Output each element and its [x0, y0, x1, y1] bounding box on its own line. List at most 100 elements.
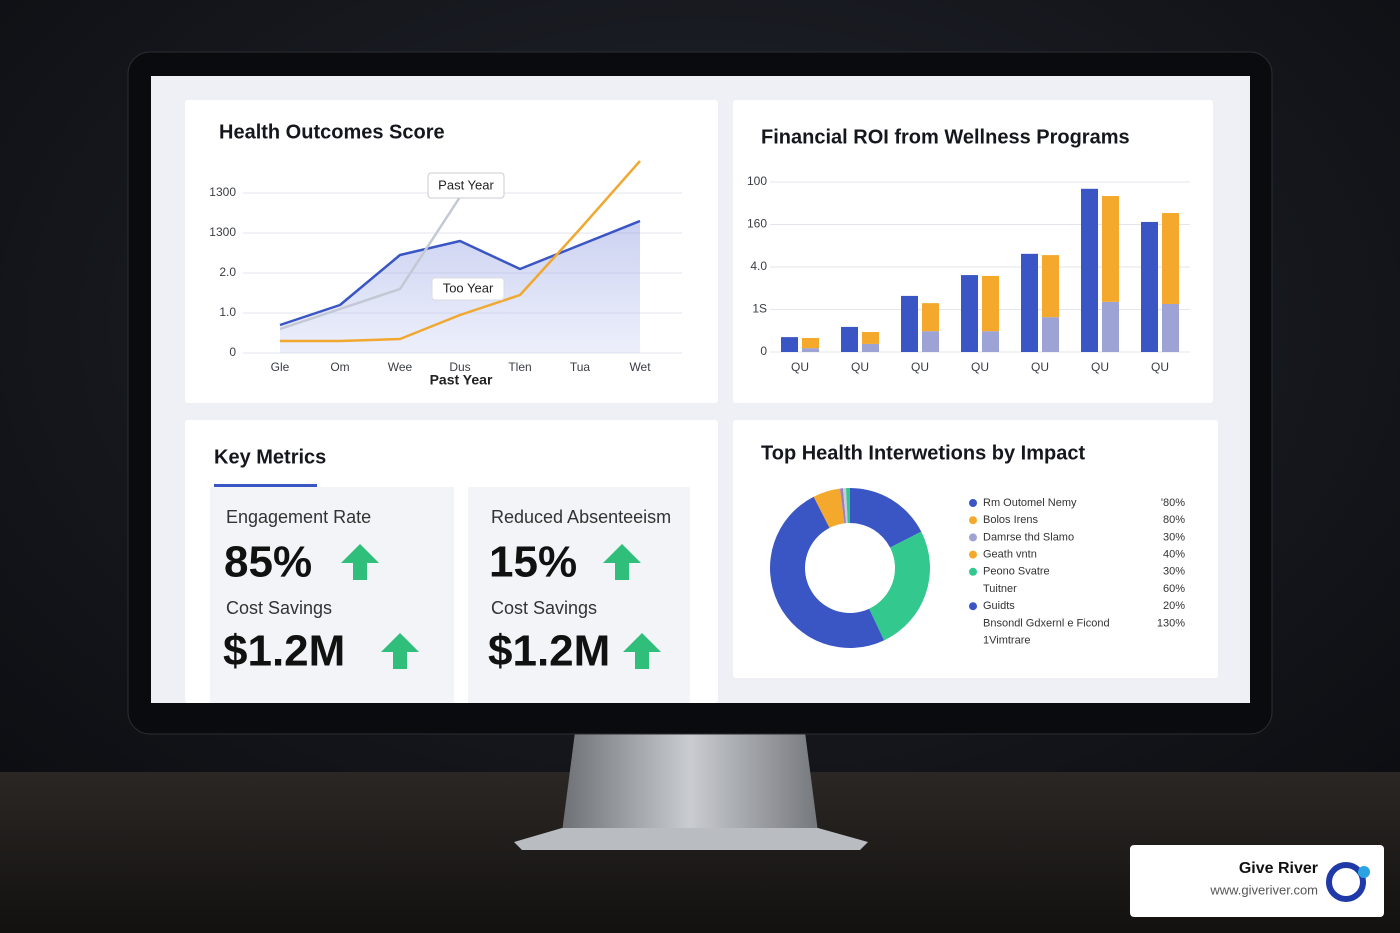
donut-slice — [769, 496, 885, 649]
line — [279, 196, 462, 331]
trend-arrow — [623, 633, 661, 669]
x-tick-label: Dus — [449, 360, 470, 374]
bar-segment — [1162, 303, 1179, 352]
bar — [781, 337, 798, 352]
legend-swatch — [969, 533, 977, 542]
metric-label: Cost Savings — [491, 598, 597, 618]
chart-title: Health Outcomes Score — [219, 121, 445, 143]
bar — [1141, 221, 1158, 352]
x-tick-label: Wet — [629, 360, 651, 374]
bar — [1021, 253, 1038, 352]
legend-value: 30% — [1163, 531, 1185, 543]
x-axis-label: Past Year — [430, 372, 493, 388]
monitor-base — [514, 828, 868, 850]
x-tick-label: Tlen — [508, 360, 531, 374]
trend-arrow — [381, 633, 419, 669]
line — [280, 160, 641, 343]
metric-value: 15% — [489, 538, 577, 587]
y-tick-label: 4.0 — [750, 259, 767, 273]
legend-label: Tuitner — [983, 583, 1017, 595]
y-tick-label: 0 — [229, 345, 236, 359]
legend-label: Guidts — [983, 600, 1015, 612]
donut-slice — [869, 531, 930, 641]
legend-label: Rm Outomel Nemy — [983, 497, 1077, 509]
y-tick-label: 1300 — [209, 185, 236, 199]
x-tick-label: QU — [1031, 360, 1049, 374]
x-tick-label: Wee — [388, 360, 413, 374]
bar — [841, 326, 858, 352]
legend-label: 1Vimtrare — [983, 635, 1030, 647]
bar-segment — [862, 332, 879, 344]
x-tick-label: QU — [851, 360, 869, 374]
x-tick-label: QU — [1091, 360, 1109, 374]
metric-label: Engagement Rate — [226, 507, 371, 527]
metric-value: 85% — [224, 538, 312, 587]
x-tick-label: Gle — [271, 360, 290, 374]
brand-logo — [1326, 862, 1366, 902]
donut-slice — [839, 488, 847, 524]
legend-value: 130% — [1157, 617, 1185, 629]
legend-value: 40% — [1163, 549, 1185, 561]
bar-segment — [1162, 213, 1179, 304]
bar-segment — [1042, 317, 1059, 352]
y-tick-label: 100 — [747, 174, 767, 188]
legend-label: Peono Svatre — [983, 566, 1050, 578]
metric-label: Reduced Absenteeism — [491, 507, 671, 527]
brand-logo — [1358, 866, 1370, 878]
title-underline — [214, 484, 317, 487]
x-tick-label: QU — [971, 360, 989, 374]
legend-swatch — [969, 567, 977, 576]
trend-arrow — [341, 544, 379, 580]
metric-label: Cost Savings — [226, 598, 332, 618]
donut-slice — [850, 488, 922, 548]
bar-segment — [982, 275, 999, 332]
section-title: Key Metrics — [214, 446, 326, 468]
chart-title: Top Health Interwetions by Impact — [761, 442, 1085, 464]
legend-swatch — [969, 499, 977, 507]
bar-segment — [922, 331, 939, 352]
brand-name[interactable]: Give River — [1239, 860, 1318, 877]
donut-slice — [845, 488, 850, 524]
legend-value: 60% — [1163, 583, 1185, 595]
bar-segment — [862, 343, 879, 352]
donut-slice — [813, 488, 845, 528]
legend-swatch — [969, 516, 977, 525]
legend-label: Bnsondl Gdxernl e Ficond — [983, 617, 1110, 629]
legend-label: Geath vntn — [983, 549, 1037, 561]
metric-card — [210, 487, 454, 703]
line — [279, 219, 641, 327]
watermark-box — [1130, 845, 1384, 917]
monitor-neck — [562, 732, 818, 832]
y-tick-label: 2.0 — [219, 265, 236, 279]
bar-segment — [1102, 301, 1119, 352]
legend-value: 30% — [1163, 566, 1185, 578]
callout — [427, 172, 505, 199]
donut-slice — [842, 488, 848, 524]
brand-url[interactable]: www.giveriver.com — [1209, 882, 1318, 897]
y-tick-label: 160 — [747, 217, 767, 231]
bar-segment — [922, 303, 939, 332]
chart-layer: 0 1.0 2.0 1300 1300 Gle Om Wee Dus Tlen Tua Wet 0 1S 4… — [209, 160, 1190, 703]
annotation: Past Year — [438, 177, 494, 192]
metric-value: $1.2M — [488, 627, 610, 676]
metric-card — [468, 487, 690, 703]
x-tick-label: Tua — [570, 360, 591, 374]
bar-segment — [1042, 255, 1059, 318]
annotation: Too Year — [443, 280, 494, 295]
y-tick-label: 1S — [752, 302, 767, 316]
bar — [1081, 188, 1098, 352]
x-tick-label: Om — [330, 360, 349, 374]
y-tick-label: 1.0 — [219, 305, 236, 319]
y-tick-label: 0 — [760, 344, 767, 358]
bar — [901, 295, 918, 352]
x-tick-label: QU — [1151, 360, 1169, 374]
x-tick-label: QU — [911, 360, 929, 374]
bar — [961, 275, 978, 352]
bar-segment — [982, 331, 999, 352]
legend-swatch — [969, 550, 977, 559]
chart-title: Financial ROI from Wellness Programs — [761, 126, 1130, 148]
bar-segment — [1102, 196, 1119, 302]
legend-value: '80% — [1161, 497, 1185, 509]
bar-segment — [802, 348, 819, 352]
